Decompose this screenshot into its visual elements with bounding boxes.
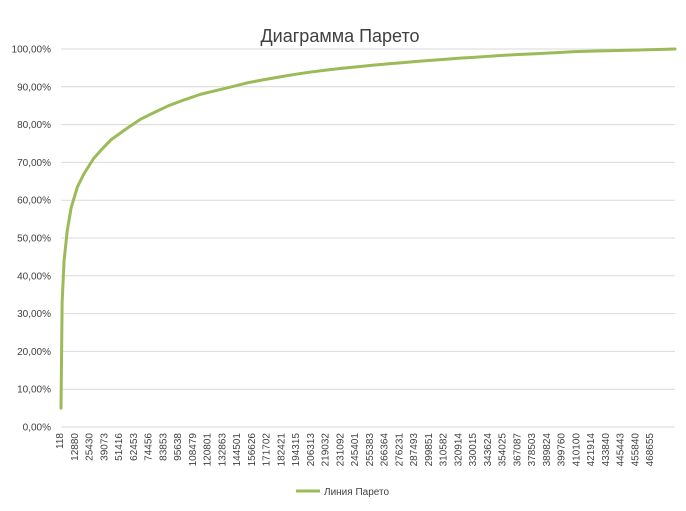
x-tick-label: 51416: [114, 433, 125, 461]
legend-label: Линия Парето: [324, 487, 389, 498]
x-tick-label: 231092: [335, 433, 346, 467]
x-tick-label: 320914: [453, 433, 464, 467]
x-tick-label: 219032: [321, 433, 332, 467]
x-tick-label: 266364: [380, 433, 391, 467]
y-axis-ticks: 0,00% 10,00% 20,00% 30,00% 40,00% 50,00% 60,00…: [12, 45, 52, 434]
x-tick-label: 399760: [557, 433, 568, 467]
y-tick-label: 90,00%: [17, 82, 51, 93]
x-axis-ticks: 118 12880 25430 39073 51416 62453 74456 83853 95…: [55, 433, 656, 467]
x-tick-label: 378503: [527, 433, 538, 467]
x-tick-label: 245401: [350, 433, 361, 467]
x-tick-label: 95638: [173, 433, 184, 461]
x-tick-label: 108479: [188, 433, 199, 467]
series-layer: [59, 47, 677, 410]
x-tick-label: 410100: [571, 433, 582, 467]
x-tick-label: 171702: [262, 433, 273, 467]
y-tick-label: 70,00%: [17, 158, 51, 169]
x-tick-label: 25430: [85, 433, 96, 461]
x-tick-label: 144501: [232, 433, 243, 467]
x-tick-label: 74456: [144, 433, 155, 461]
x-tick-label: 39073: [99, 433, 110, 461]
x-tick-label: 287493: [409, 433, 420, 467]
y-tick-label: 10,00%: [17, 385, 51, 396]
x-tick-label: 12880: [70, 433, 81, 461]
y-tick-label: 0,00%: [23, 423, 51, 434]
x-tick-label: 367087: [512, 433, 523, 467]
x-tick-label: 120801: [203, 433, 214, 467]
series-line: [59, 47, 677, 410]
x-tick-label: 354025: [498, 433, 509, 467]
x-tick-label: 330015: [468, 433, 479, 467]
x-tick-label: 255383: [365, 433, 376, 467]
y-tick-label: 20,00%: [17, 347, 51, 358]
x-tick-label: 421914: [586, 433, 597, 467]
x-tick-label: 276231: [394, 433, 405, 467]
y-tick-label: 60,00%: [17, 196, 51, 207]
x-tick-label: 194315: [291, 433, 302, 467]
x-tick-label: 299851: [424, 433, 435, 467]
x-tick-label: 445443: [616, 433, 627, 467]
x-tick-label: 83853: [158, 433, 169, 461]
x-tick-label: 310582: [439, 433, 450, 467]
x-tick-label: 433840: [601, 433, 612, 467]
y-tick-label: 100,00%: [12, 45, 52, 56]
legend: Линия Парето: [296, 487, 389, 498]
gridlines: [61, 48, 675, 428]
x-tick-label: 343624: [483, 433, 494, 467]
y-tick-label: 40,00%: [17, 271, 51, 282]
chart-title: Диаграмма Парето: [260, 26, 419, 46]
x-tick-label: 206313: [306, 433, 317, 467]
x-tick-label: 156626: [247, 433, 258, 467]
y-tick-label: 50,00%: [17, 234, 51, 245]
x-tick-label: 455840: [630, 433, 641, 467]
x-tick-label: 62453: [129, 433, 140, 461]
x-tick-label: 389824: [542, 433, 553, 467]
x-tick-label: 118: [55, 433, 66, 449]
x-tick-label: 468655: [645, 433, 656, 467]
x-tick-label: 182421: [276, 433, 287, 467]
y-tick-label: 30,00%: [17, 309, 51, 320]
y-tick-label: 80,00%: [17, 120, 51, 131]
x-tick-label: 132863: [217, 433, 228, 467]
